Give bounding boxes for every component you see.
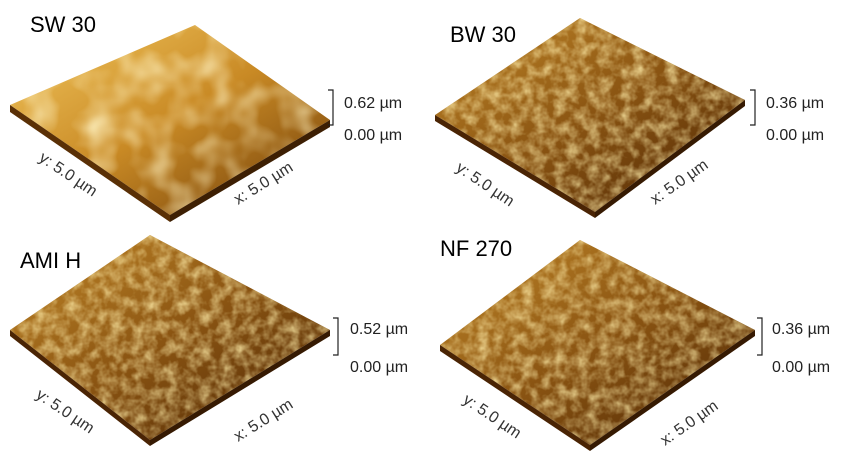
figure: SW 30 0.62 µm 0.00 µm y: 5.0 µm x: 5.0 µ… [0,0,847,462]
z-min-label: 0.00 µm [350,359,408,376]
panel: BW 30 0.36 µm 0.00 µm y: 5.0 µm x: 5.0 µ… [435,18,824,218]
z-max-label: 0.52 µm [350,321,408,338]
z-min-label: 0.00 µm [772,359,830,376]
z-scale-bar [750,90,755,125]
y-axis-label: y: 5.0 µm [453,159,517,210]
panel: NF 270 0.36 µm 0.00 µm y: 5.0 µm x: 5.0 … [440,236,830,451]
panel-title: NF 270 [440,236,512,261]
z-min-label: 0.00 µm [344,127,402,144]
z-max-label: 0.62 µm [344,95,402,112]
x-axis-label: x: 5.0 µm [231,396,296,445]
surface-texture [10,25,330,215]
panel-title: AMI H [20,248,81,273]
z-scale-bar [333,318,338,355]
panel-title: BW 30 [450,22,516,47]
panel-title: SW 30 [30,12,96,37]
z-min-label: 0.00 µm [766,127,824,144]
panel: SW 30 0.62 µm 0.00 µm y: 5.0 µm x: 5.0 µ… [10,12,402,222]
z-max-label: 0.36 µm [772,321,830,338]
z-max-label: 0.36 µm [766,95,824,112]
panel: AMI H 0.52 µm 0.00 µm y: 5.0 µm x: 5.0 µ… [10,235,408,446]
z-scale-bar [757,318,762,355]
x-axis-label: x: 5.0 µm [658,397,722,449]
